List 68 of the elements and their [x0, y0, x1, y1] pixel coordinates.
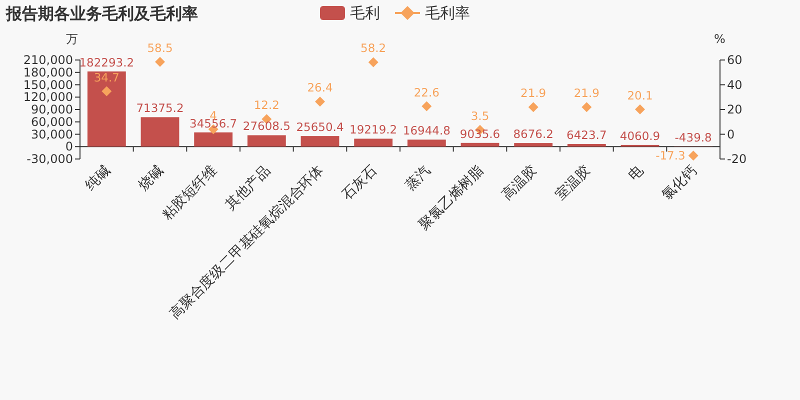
data-label: 4060.9	[620, 128, 660, 143]
bar	[87, 71, 126, 147]
data-label: 26.4	[307, 80, 333, 95]
data-label: 20.1	[627, 88, 653, 102]
x-tick-label: 烧碱	[136, 162, 167, 194]
y2-tick-label: -20	[727, 152, 747, 166]
y-tick-label: 30,000	[31, 127, 73, 142]
y-tick-label: 210,000	[23, 53, 73, 67]
y2-tick-label: 40	[727, 78, 742, 92]
data-label: 25650.4	[296, 120, 344, 134]
y-tick-label: 90,000	[31, 102, 73, 116]
data-label: -439.8	[674, 130, 712, 145]
data-label: 21.9	[574, 86, 600, 100]
data-label: 27608.5	[242, 119, 290, 134]
y2-tick-label: 60	[727, 53, 742, 67]
data-label: 16944.8	[402, 124, 450, 138]
bar	[514, 143, 553, 147]
bar	[194, 132, 233, 147]
y-axis-title: 万	[66, 32, 78, 46]
point	[528, 102, 538, 112]
data-label: 3.5	[470, 108, 490, 123]
y-tick-label: -30,000	[26, 152, 73, 166]
data-label: 6423.7	[566, 128, 607, 142]
point	[582, 102, 592, 112]
x-tick-label: 电	[626, 162, 647, 184]
bar	[247, 135, 286, 147]
y-tick-label: 120,000	[23, 90, 73, 104]
data-label: 58.5	[147, 40, 173, 55]
y-tick-label: 150,000	[23, 78, 73, 92]
bar	[140, 117, 180, 147]
data-label: 34.7	[94, 70, 120, 84]
point	[635, 104, 645, 114]
point	[422, 101, 432, 112]
x-tick-label: 氯化钙	[659, 162, 700, 204]
y2-tick-label: 20	[727, 102, 742, 116]
legend-label: 毛利率	[425, 4, 470, 22]
bar	[300, 136, 340, 147]
y-tick-label: 180,000	[23, 65, 73, 80]
x-tick-label: 石灰石	[339, 162, 380, 204]
x-tick-label: 蒸汽	[402, 162, 434, 194]
chart-title: 报告期各业务毛利及毛利率	[5, 4, 198, 23]
data-label: 22.6	[414, 85, 440, 100]
data-label: -17.3	[656, 148, 686, 163]
point	[368, 57, 378, 68]
point	[102, 86, 112, 96]
bar	[567, 144, 606, 147]
legend-label: 毛利	[350, 4, 380, 22]
point	[315, 96, 325, 107]
y-tick-label: 60,000	[31, 114, 73, 129]
y2-tick-label: 0	[727, 127, 735, 142]
x-tick-label: 室温胶	[552, 162, 594, 204]
data-label: 58.2	[360, 41, 386, 56]
x-tick-label: 纯碱	[82, 162, 114, 194]
x-tick-label: 高温胶	[499, 162, 540, 204]
bar	[354, 138, 393, 147]
point	[155, 56, 165, 67]
data-label: 9035.6	[460, 126, 500, 141]
data-label: 71375.2	[136, 101, 184, 116]
data-label: 182293.2	[79, 55, 134, 70]
bar	[407, 140, 446, 147]
data-label: 19219.2	[350, 122, 398, 137]
data-label: 12.2	[254, 98, 280, 112]
data-label: 21.9	[520, 86, 546, 100]
data-label: 8676.2	[513, 127, 554, 142]
bar	[460, 142, 500, 147]
y2-axis-title: %	[714, 32, 726, 46]
y-tick-label: 0	[65, 140, 73, 154]
point	[688, 150, 698, 161]
